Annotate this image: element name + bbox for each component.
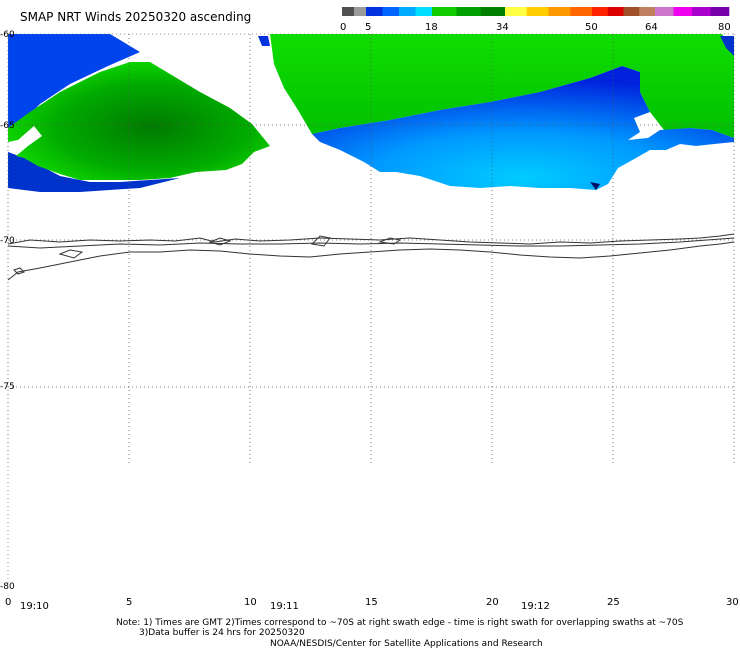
note-line-3: NOAA/NESDIS/Center for Satellite Applica… (270, 639, 543, 649)
colorbar-label-50: 50 (585, 22, 598, 33)
colorbar-label-5: 5 (365, 22, 371, 33)
x-label-25: 25 (607, 597, 620, 608)
x-label-15: 15 (365, 597, 378, 608)
note-line-1: Note: 1) Times are GMT 2)Times correspon… (116, 618, 684, 628)
notes: Note: 1) Times are GMT 2)Times correspon… (116, 618, 684, 649)
colorbar-swatch (415, 7, 433, 16)
colorbar-swatch (342, 7, 355, 16)
colorbar-swatch (623, 7, 640, 16)
colorbar-swatch (354, 7, 367, 16)
time-labels: 19:10 19:11 19:12 (20, 601, 550, 612)
lat-label-75: -75 (0, 382, 15, 392)
coast-cape (310, 235, 331, 247)
colorbar-swatch (673, 7, 693, 16)
lat-label-70: -70 (0, 236, 15, 246)
right-swath-edge-blue (258, 36, 270, 46)
frame (7, 33, 734, 586)
colorbar-label-0: 0 (340, 22, 346, 33)
colorbar-label-80: 80 (718, 22, 731, 33)
time-label-1912: 19:12 (521, 601, 550, 612)
colorbar-swatch (382, 7, 400, 16)
colorbar-swatch (639, 7, 656, 16)
coast-island-1 (13, 267, 25, 275)
time-label-1910: 19:10 (20, 601, 49, 612)
colorbar-swatches (342, 7, 730, 16)
lat-label-60: -60 (0, 30, 15, 40)
right-swath-green (270, 34, 734, 138)
x-label-0: 0 (5, 597, 11, 608)
colorbar-swatch (480, 7, 506, 16)
coast-bay (58, 249, 84, 259)
colorbar-swatch (432, 7, 457, 16)
lat-label-80: -80 (0, 582, 15, 592)
right-swath-corner-blue (720, 36, 734, 56)
left-swath-blue-bottom (8, 152, 180, 192)
map-title: SMAP NRT Winds 20250320 ascending (20, 10, 251, 24)
colorbar-swatch (570, 7, 593, 16)
colorbar-label-34: 34 (496, 22, 509, 33)
colorbar-swatch (399, 7, 416, 16)
coastline (7, 233, 735, 281)
left-swath-green (8, 62, 270, 180)
colorbar-swatch (607, 7, 624, 16)
left-swath-blue (8, 34, 140, 132)
coast-island-3 (208, 237, 232, 246)
x-label-10: 10 (244, 597, 257, 608)
lat-labels: -60 -65 -70 -75 -80 (0, 30, 15, 592)
right-swath-blue (312, 66, 734, 190)
colorbar-swatch (366, 7, 383, 16)
lat-label-65: -65 (0, 121, 15, 131)
colorbar-swatch (692, 7, 711, 16)
colorbar-swatch (505, 7, 528, 16)
colorbar: 0 5 18 34 50 64 80 (340, 7, 731, 33)
grid (7, 34, 735, 465)
x-label-5: 5 (126, 597, 132, 608)
x-label-20: 20 (486, 597, 499, 608)
colorbar-swatch (710, 7, 730, 16)
colorbar-swatch (548, 7, 571, 16)
x-label-30: 30 (726, 597, 739, 608)
dark-cell (590, 182, 600, 190)
coast-inner-edge (7, 237, 735, 249)
note-line-2: 3)Data buffer is 24 hrs for 20250320 (139, 628, 305, 638)
colorbar-swatch (592, 7, 609, 16)
colorbar-label-64: 64 (645, 22, 658, 33)
x-labels: 0 5 10 15 20 25 30 (5, 597, 739, 608)
time-label-1911: 19:11 (270, 601, 299, 612)
colorbar-swatch (456, 7, 481, 16)
colorbar-label-18: 18 (425, 22, 438, 33)
colorbar-swatch (526, 7, 549, 16)
coast-line-main (7, 241, 735, 281)
coast-island-2 (378, 237, 402, 245)
colorbar-swatch (655, 7, 674, 16)
wind-swaths (8, 34, 734, 192)
ice-shelf-edge (7, 233, 735, 245)
